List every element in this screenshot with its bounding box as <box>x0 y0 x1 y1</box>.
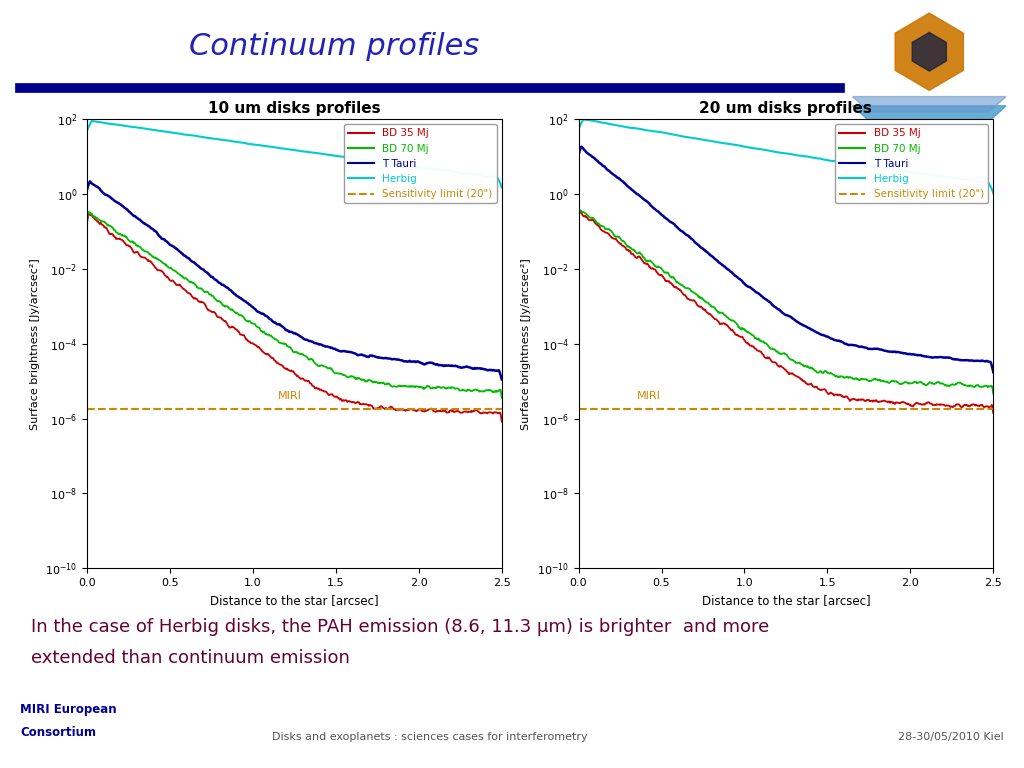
Title: 20 um disks profiles: 20 um disks profiles <box>699 101 872 117</box>
Text: extended than continuum emission: extended than continuum emission <box>31 649 349 667</box>
Title: 10 um disks profiles: 10 um disks profiles <box>208 101 381 117</box>
X-axis label: Distance to the star [arcsec]: Distance to the star [arcsec] <box>210 594 379 607</box>
Polygon shape <box>852 97 1006 112</box>
Y-axis label: Surface brightness [Jy/arcsec²]: Surface brightness [Jy/arcsec²] <box>30 258 40 429</box>
Text: 28-30/05/2010 Kiel: 28-30/05/2010 Kiel <box>898 732 1004 743</box>
Text: MIRI: MIRI <box>637 392 660 402</box>
Legend: BD 35 Mj, BD 70 Mj, T Tauri, Herbig, Sensitivity limit (20"): BD 35 Mj, BD 70 Mj, T Tauri, Herbig, Sen… <box>344 124 497 204</box>
X-axis label: Distance to the star [arcsec]: Distance to the star [arcsec] <box>701 594 870 607</box>
Text: In the case of Herbig disks, the PAH emission (8.6, 11.3 μm) is brighter  and mo: In the case of Herbig disks, the PAH emi… <box>31 618 769 636</box>
Polygon shape <box>895 13 964 91</box>
Polygon shape <box>912 32 946 71</box>
Legend: BD 35 Mj, BD 70 Mj, T Tauri, Herbig, Sensitivity limit (20"): BD 35 Mj, BD 70 Mj, T Tauri, Herbig, Sen… <box>836 124 988 204</box>
Text: MIRI European: MIRI European <box>20 703 117 716</box>
Y-axis label: Surface brightness [Jy/arcsec²]: Surface brightness [Jy/arcsec²] <box>521 258 531 429</box>
Text: Disks and exoplanets : sciences cases for interferometry: Disks and exoplanets : sciences cases fo… <box>272 732 588 743</box>
Polygon shape <box>852 106 1006 121</box>
Text: Consortium: Consortium <box>20 726 96 739</box>
Text: MIRI: MIRI <box>278 392 302 402</box>
Text: Continuum profiles: Continuum profiles <box>189 31 479 61</box>
